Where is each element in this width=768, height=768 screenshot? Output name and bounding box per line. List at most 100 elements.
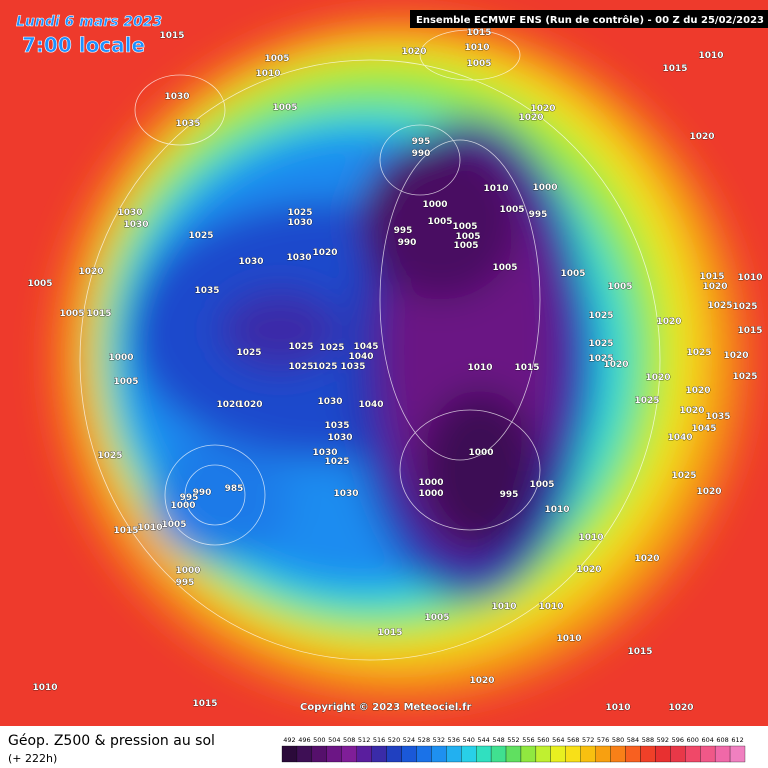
isobar-label: 1000 <box>175 566 200 576</box>
scale-swatch <box>461 745 477 763</box>
isobar-label: 995 <box>180 493 199 503</box>
isobar-label: 1010 <box>538 602 563 612</box>
scale-label: 580 <box>612 736 624 744</box>
scale-label: 608 <box>716 736 728 744</box>
scale-label: 512 <box>358 736 370 744</box>
scale-label: 564 <box>552 736 564 744</box>
isobar-label: 1020 <box>645 373 670 383</box>
isobar-label: 1010 <box>605 703 630 713</box>
isobar-label: 1015 <box>377 628 402 638</box>
isobar-label: 1005 <box>427 217 452 227</box>
isobar-label: 995 <box>500 490 519 500</box>
isobar-label: 1005 <box>59 309 84 319</box>
scale-swatch <box>281 745 298 763</box>
isobar-label: 1010 <box>544 505 569 515</box>
isobar-label: 1000 <box>170 501 195 511</box>
color-scale: 492 496 500 504 508 512 516 520 524 528 532 536 540 5… <box>281 736 746 763</box>
isobar-label: 1040 <box>667 433 692 443</box>
scale-label: 516 <box>373 736 385 744</box>
isobar-label: 1020 <box>216 400 241 410</box>
copyright: Copyright © 2023 Meteociel.fr <box>300 702 471 713</box>
isobar-label: 1030 <box>317 397 342 407</box>
isobar-label: 1000 <box>418 489 443 499</box>
isobar-labels: 1015100510101030103510051020101510101005… <box>27 28 763 714</box>
scale-swatch <box>371 745 387 763</box>
scale-label: 584 <box>627 736 639 744</box>
isobar-label: 1020 <box>237 400 262 410</box>
isobar-label: 1025 <box>97 451 122 461</box>
isobar-label: 1025 <box>312 362 337 372</box>
isobar-label: 1015 <box>662 64 687 74</box>
isobar-label: 1005 <box>424 613 449 623</box>
isobar-label: 1010 <box>698 51 723 61</box>
isobar-label: 1010 <box>556 634 581 644</box>
scale-label: 508 <box>343 736 355 744</box>
isobar-label: 1020 <box>689 132 714 142</box>
isobar-label: 1005 <box>455 232 480 242</box>
scale-swatch <box>520 745 537 763</box>
scale-swatch <box>446 745 462 763</box>
isobar-label: 1025 <box>324 457 349 467</box>
scale-label: 544 <box>477 736 489 744</box>
isobar-label: 1025 <box>236 348 261 358</box>
isobar-label: 1025 <box>732 372 757 382</box>
isobar-label: 1030 <box>238 257 263 267</box>
isobar-label: 1025 <box>588 339 613 349</box>
scale-label: 612 <box>731 736 743 744</box>
isobar-label: 995 <box>529 210 548 220</box>
isobar-label: 1025 <box>634 396 659 406</box>
isobar-label: 1005 <box>272 103 297 113</box>
scale-label: 600 <box>687 736 699 744</box>
isobar-label: 1010 <box>483 184 508 194</box>
isobar-label: 1045 <box>353 342 378 352</box>
isobar-label: 1015 <box>86 309 111 319</box>
isobar-label: 990 <box>398 238 417 248</box>
isobar-label: 1020 <box>679 406 704 416</box>
scale-swatch <box>326 745 342 763</box>
isobar-label: 1010 <box>737 273 762 283</box>
scale-swatch <box>356 745 372 763</box>
isobar-label: 1015 <box>699 272 724 282</box>
isobar-label: 1020 <box>702 282 727 292</box>
scale-label: 588 <box>642 736 654 744</box>
scale-label: 492 <box>283 736 295 744</box>
isobar-label: 1005 <box>27 279 52 289</box>
scale-label: 596 <box>672 736 684 744</box>
scale-label: 540 <box>462 736 474 744</box>
scale-label: 576 <box>597 736 609 744</box>
isobar-label: 1020 <box>723 351 748 361</box>
isobar-label: 1035 <box>194 286 219 296</box>
isobar-label: 1005 <box>113 377 138 387</box>
isobar-label: 1015 <box>192 699 217 709</box>
isobar-label: 1030 <box>333 489 358 499</box>
isobar-label: 1010 <box>467 363 492 373</box>
isobar-label: 1010 <box>32 683 57 693</box>
isobar-label: 1015 <box>627 647 652 657</box>
isobar-label: 1025 <box>288 362 313 372</box>
isobar-label: 1025 <box>732 302 757 312</box>
isobar-label: 1020 <box>603 360 628 370</box>
scale-label: 520 <box>388 736 400 744</box>
scale-swatch <box>296 745 313 763</box>
scale-label: 560 <box>537 736 549 744</box>
isobar-label: 1020 <box>634 554 659 564</box>
isobar-label: 1005 <box>453 241 478 251</box>
isobar-label: 1005 <box>264 54 289 64</box>
isobar-label: 1035 <box>340 362 365 372</box>
field <box>0 0 768 726</box>
date-label: Lundi 6 mars 2023 <box>16 14 162 30</box>
scale-label: 548 <box>492 736 504 744</box>
isobar-label: 1020 <box>78 267 103 277</box>
scale-swatch <box>341 745 357 763</box>
isobar-label: 1000 <box>422 200 447 210</box>
scale-label: 504 <box>328 736 340 744</box>
scale-swatch <box>595 745 611 763</box>
isobar-label: 1005 <box>529 480 554 490</box>
isobar-label: 1025 <box>319 343 344 353</box>
isobar-label: 1015 <box>737 326 762 336</box>
footer-title: Géop. Z500 & pression au sol <box>8 733 215 749</box>
isobar-label: 1025 <box>686 348 711 358</box>
scale-swatch <box>565 745 581 763</box>
isobar-label: 1020 <box>668 703 693 713</box>
scale-swatch <box>655 745 671 763</box>
